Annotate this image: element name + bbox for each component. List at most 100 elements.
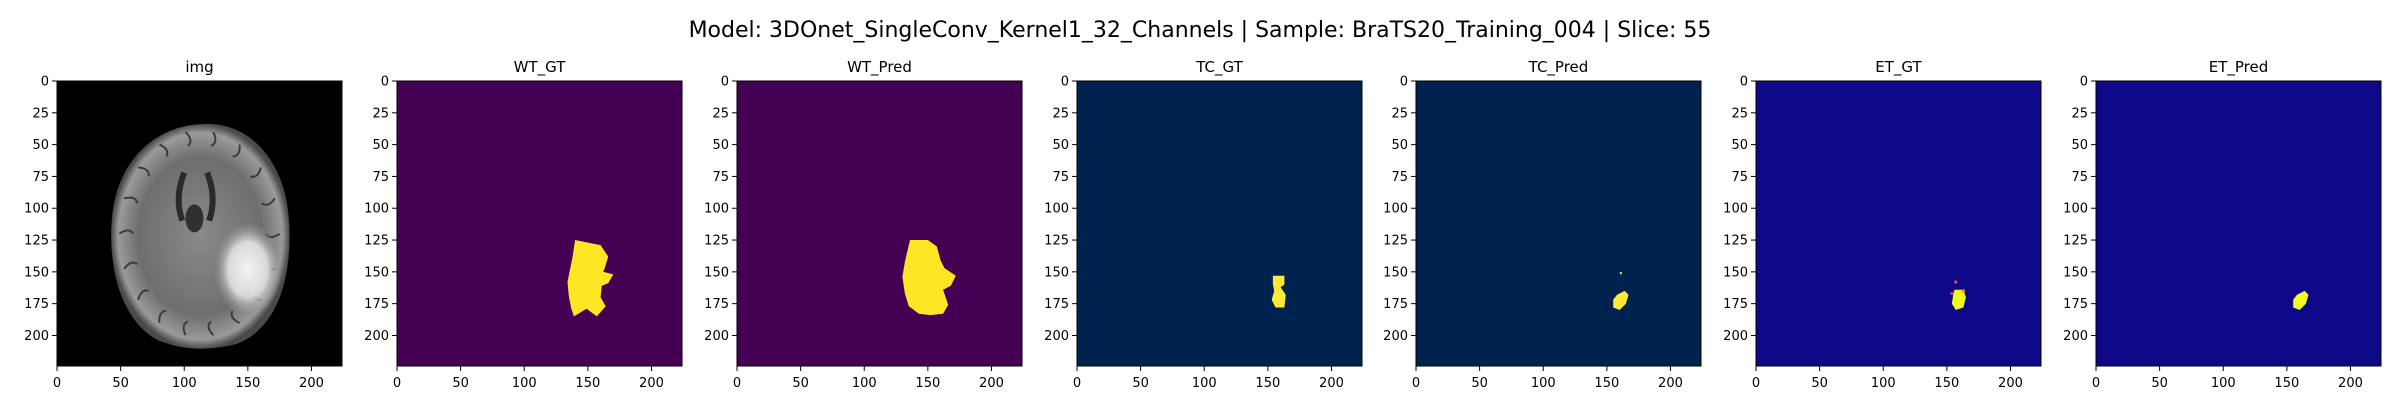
panel-title: WT_GT: [514, 58, 567, 77]
x-tick-label: 0: [393, 376, 401, 391]
x-tick-label: 0: [1412, 376, 1420, 391]
y-tick-label: 150: [1044, 265, 1069, 280]
y-tick-label: 100: [704, 202, 729, 217]
y-tick-label: 200: [704, 329, 729, 344]
x-tick-label: 100: [852, 376, 877, 391]
x-tick-label: 200: [1319, 376, 1344, 391]
x-tick-label: 150: [1934, 376, 1959, 391]
y-tick-label: 50: [32, 138, 49, 153]
y-tick-label: 25: [372, 106, 389, 121]
x-tick-label: 50: [1471, 376, 1488, 391]
x-tick-label: 0: [2092, 376, 2100, 391]
y-tick-label: 200: [24, 329, 49, 344]
axes-frame: [736, 80, 1023, 367]
x-tick-label: 200: [639, 376, 664, 391]
y-tick-label: 150: [24, 265, 49, 280]
sulcus: [123, 196, 139, 204]
y-tick-label: 100: [2063, 202, 2088, 217]
segmentation-mask: [2293, 290, 2309, 310]
mask-speck: [1619, 272, 1622, 275]
y-tick-label: 50: [2071, 138, 2088, 153]
panel-title: ET_Pred: [2209, 58, 2269, 77]
y-tick-label: 0: [2080, 75, 2088, 90]
axes-frame: [56, 80, 343, 367]
y-tick-label: 175: [1723, 297, 1748, 312]
mask-edge-mark: [1961, 289, 1965, 293]
x-tick-label: 0: [1752, 376, 1760, 391]
image-background: [737, 81, 1022, 366]
y-tick-label: 75: [32, 170, 49, 185]
y-tick-label: 100: [1044, 202, 1069, 217]
x-tick-label: 0: [53, 376, 61, 391]
x-tick-label: 50: [112, 376, 129, 391]
y-tick-label: 50: [372, 138, 389, 153]
y-tick-label: 125: [2063, 234, 2088, 249]
x-tick-label: 200: [979, 376, 1004, 391]
y-tick-label: 100: [1383, 202, 1408, 217]
sulcus: [207, 320, 215, 336]
panel-title: TC_Pred: [1528, 58, 1589, 77]
y-tick-label: 150: [2063, 265, 2088, 280]
y-tick-label: 75: [2071, 170, 2088, 185]
y-tick-label: 175: [364, 297, 389, 312]
y-tick-label: 200: [364, 329, 389, 344]
y-tick-label: 125: [704, 234, 729, 249]
mask-edge-mark: [1950, 291, 1954, 295]
y-tick-label: 200: [1723, 329, 1748, 344]
axes-frame: [2095, 80, 2382, 367]
x-tick-label: 0: [733, 376, 741, 391]
segmentation-mask: [1271, 275, 1286, 308]
x-tick-label: 100: [172, 376, 197, 391]
x-tick-label: 50: [1132, 376, 1149, 391]
lesion: [214, 223, 281, 316]
sulcus: [230, 310, 241, 324]
y-tick-label: 50: [1391, 138, 1408, 153]
sulcus: [158, 143, 169, 158]
axes-frame: [1076, 80, 1363, 367]
panel-tc-gt: TC_GT 0 50 100 150 200 0 25 50 75 100 125 150 175 200: [1044, 58, 1363, 391]
panel-wt-gt: WT_GT 0 50 100 150 200 0 25 50 75 100 125 150 175 200: [364, 58, 683, 391]
ventricles: [175, 171, 216, 222]
y-tick-label: 125: [1383, 234, 1408, 249]
x-tick-label: 100: [2211, 376, 2236, 391]
sulcus: [184, 131, 192, 147]
x-tick-label: 50: [1811, 376, 1828, 391]
y-tick-label: 150: [1723, 265, 1748, 280]
sulcus: [123, 261, 138, 270]
x-tick-label: 150: [575, 376, 600, 391]
segmentation-mask: [567, 240, 614, 317]
y-tick-label: 50: [1052, 138, 1069, 153]
segmentation-mask: [1951, 289, 1966, 310]
panel-title: ET_GT: [1875, 58, 1922, 77]
image-background: [1416, 81, 1701, 366]
y-tick-label: 150: [1383, 265, 1408, 280]
x-tick-label: 100: [1871, 376, 1896, 391]
y-tick-label: 25: [712, 106, 729, 121]
x-tick-label: 50: [2151, 376, 2168, 391]
y-tick-label: 50: [712, 138, 729, 153]
third-ventricle: [185, 204, 204, 233]
y-tick-label: 0: [381, 75, 389, 90]
y-tick-label: 25: [1731, 106, 1748, 121]
x-tick-label: 150: [235, 376, 260, 391]
sulcus: [118, 229, 135, 235]
y-tick-label: 25: [1052, 106, 1069, 121]
y-tick-label: 100: [364, 202, 389, 217]
sulcus: [137, 289, 150, 301]
panel-title: TC_GT: [1195, 58, 1243, 77]
x-tick-label: 200: [1998, 376, 2023, 391]
panel-wt-pred: WT_Pred 0 50 100 150 200 0 25 50 75 100 125 150 175 20…: [704, 58, 1023, 391]
y-tick-label: 75: [1052, 170, 1069, 185]
y-tick-label: 25: [32, 106, 49, 121]
panel-img: img 0 50 100 150 200 0 25 50 75 100 125 150 175 200: [24, 58, 343, 391]
y-tick-label: 125: [364, 234, 389, 249]
image-background: [2096, 81, 2381, 366]
mask-edge-mark: [1954, 280, 1958, 284]
x-tick-label: 50: [792, 376, 809, 391]
y-tick-label: 50: [1731, 138, 1748, 153]
y-tick-label: 25: [2071, 106, 2088, 121]
sulcus: [249, 167, 262, 178]
figure-title: Model: 3DOnet_SingleConv_Kernel1_32_Chan…: [689, 18, 1712, 43]
y-tick-label: 75: [1731, 170, 1748, 185]
